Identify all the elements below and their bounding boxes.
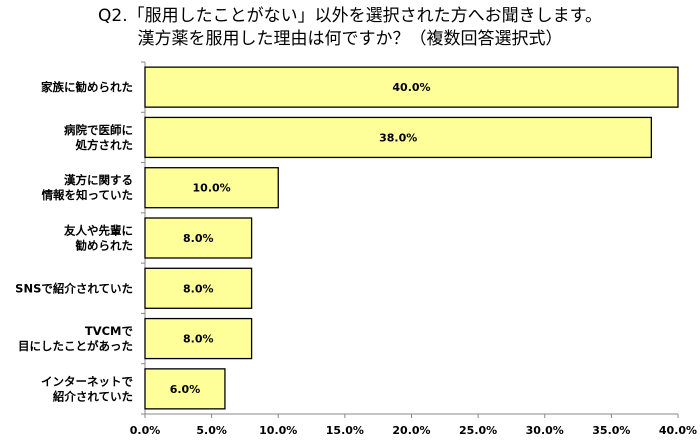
- bar: [144, 116, 653, 159]
- x-tick-label: 10.0%: [259, 424, 297, 437]
- x-tick-label: 40.0%: [659, 424, 697, 437]
- category-label-line: 病院で医師に: [64, 123, 133, 137]
- chart-title-line-2: 漢方薬を服用した理由は何ですか？（複数回答選択式）: [137, 29, 563, 49]
- bar-value-label: 6.0%: [170, 383, 201, 396]
- category-label: 友人や先輩に勧められた: [64, 224, 133, 253]
- bar: [144, 317, 253, 360]
- chart-title-line-1: Q2.「服用したことがない」以外を選択された方へお聞きします。: [98, 6, 602, 26]
- bar-value-label: 40.0%: [392, 81, 430, 94]
- bar: [144, 167, 279, 209]
- category-label: インターネットで紹介されていた: [41, 374, 133, 403]
- category-label-line: 処方された: [75, 138, 134, 152]
- bar-value-label: 8.0%: [183, 333, 214, 346]
- bar-value-label: 8.0%: [183, 282, 214, 295]
- category-label: 病院で医師に処方された: [64, 123, 133, 152]
- bar-value-label: 8.0%: [183, 232, 214, 245]
- x-tick-label: 30.0%: [526, 424, 564, 437]
- category-label-line: インターネットで: [41, 374, 133, 388]
- x-tick-label: 35.0%: [592, 424, 630, 437]
- bar: [144, 267, 253, 309]
- x-tick-label: 15.0%: [326, 424, 364, 437]
- category-label-line: 情報を知っていた: [41, 188, 133, 202]
- bar-value-label: 10.0%: [193, 182, 231, 195]
- bar-value-label: 38.0%: [379, 131, 417, 144]
- category-label-line: 勧められた: [76, 239, 134, 253]
- category-label-line: 目にしたことがあった: [18, 339, 133, 353]
- bar: [144, 66, 679, 108]
- category-label-line: SNSで紹介されていた: [15, 281, 133, 295]
- x-tick-label: 0.0%: [130, 424, 161, 437]
- category-label: SNSで紹介されていた: [15, 281, 133, 295]
- category-label-line: 友人や先輩に: [64, 224, 133, 238]
- bar: [144, 217, 253, 259]
- category-label: 漢方に関する情報を知っていた: [41, 173, 133, 202]
- bar: [144, 368, 226, 410]
- category-label: 家族に勧められた: [41, 80, 133, 94]
- x-tick-label: 5.0%: [196, 424, 227, 437]
- category-label: TVCMで目にしたことがあった: [18, 324, 133, 353]
- category-label-line: TVCMで: [85, 324, 133, 338]
- category-label-line: 漢方に関する: [64, 173, 133, 187]
- category-label-line: 紹介されていた: [53, 389, 133, 403]
- x-tick-label: 25.0%: [459, 424, 497, 437]
- category-label-line: 家族に勧められた: [41, 80, 133, 94]
- x-tick-label: 20.0%: [392, 424, 430, 437]
